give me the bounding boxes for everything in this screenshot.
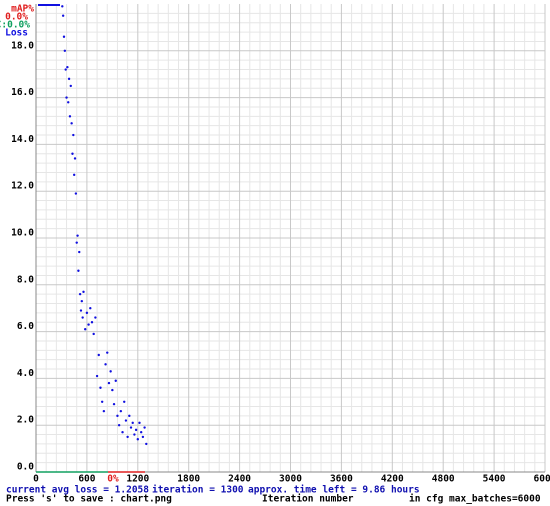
data-point [124,419,128,422]
y-tick-label: 8.0 [17,274,34,285]
data-point [92,332,95,336]
data-point [114,379,117,382]
x-tick-label: 600 [78,474,95,485]
data-point [99,386,102,389]
data-point [117,424,121,427]
data-point [121,431,124,434]
data-point [112,402,116,406]
data-point [100,400,104,403]
data-point [143,426,146,429]
y-tick-label: 0.0 [17,462,34,473]
data-point [102,409,106,413]
data-point [70,122,73,125]
data-point [94,316,97,319]
legend-label: Loss [5,28,28,39]
data-point [128,414,131,418]
data-point [104,363,107,366]
data-point [126,435,129,439]
data-point [123,400,126,403]
data-point [97,353,100,357]
data-point [107,381,111,385]
x-tick-label: 5400 [483,474,506,485]
data-point [145,442,148,446]
y-tick-label: 4.0 [17,368,34,379]
data-point [67,101,70,104]
data-point [84,328,87,331]
data-point [64,68,67,71]
annotation: 0% [107,474,119,485]
annotation: approx. time left = 9.86 hours [248,485,420,496]
data-point [72,173,76,177]
annotation: mAP% [11,4,34,15]
x-tick-label: 2400 [228,474,251,485]
data-point [95,374,99,378]
data-point [141,435,145,439]
data-point [65,96,68,99]
y-tick-label: 12.0 [11,181,34,192]
y-tick-label: 10.0 [11,228,34,239]
annotation: 0.0% [5,12,28,23]
x-tick-label: 1200 [126,474,149,485]
data-point [66,65,69,69]
y-tick-label: 18.0 [11,40,34,51]
annotation: in cfg max_batches=6000 [409,494,541,505]
data-point [76,234,79,237]
annotation: iteration = 1300 [152,485,244,496]
data-point [116,414,119,418]
x-axis-label: Iteration number [262,494,354,505]
y-tick-label: 2.0 [17,415,34,426]
data-point [89,307,92,310]
data-point [73,157,77,160]
x-tick-label: 6000 [534,474,550,485]
data-point [62,35,66,38]
y-tick-label: 6.0 [17,321,34,332]
data-point [136,438,139,441]
data-point [109,370,112,373]
data-point [75,241,78,244]
data-point [106,351,109,354]
data-point [71,152,74,155]
data-point [82,290,85,294]
data-point [67,77,71,81]
data-point [72,133,75,137]
x-tick-label: 4800 [432,474,455,485]
data-point [134,428,138,432]
data-point [133,433,136,436]
y-tick-label: 14.0 [11,134,34,145]
data-point [111,388,114,392]
x-tick-label: 4200 [381,474,404,485]
data-point [90,321,94,324]
data-point [138,421,141,425]
data-point [68,115,72,118]
data-point [119,409,123,413]
data-point [139,431,143,434]
annotation: C:0.0% [0,20,30,31]
data-point [131,421,134,425]
x-tick-label: 0 [33,474,39,485]
data-point [80,299,84,303]
data-point [78,292,82,296]
data-point [61,14,65,17]
x-tick-label: 3600 [330,474,353,485]
data-point [87,323,90,326]
annotation: Press 's' to save : chart.png [6,494,172,505]
x-tick-label: 1800 [177,474,200,485]
data-point [63,49,67,52]
data-point [79,309,83,312]
data-point [74,192,78,195]
y-tick-label: 16.0 [11,87,34,98]
data-point [77,269,80,272]
data-point [129,426,133,429]
data-point [61,5,64,8]
x-tick-label: 3000 [279,474,302,485]
data-point [81,316,84,319]
data-point [78,250,81,254]
data-point [69,84,72,88]
annotation: current avg loss = 1.2058 [6,485,149,496]
data-point [85,311,89,315]
